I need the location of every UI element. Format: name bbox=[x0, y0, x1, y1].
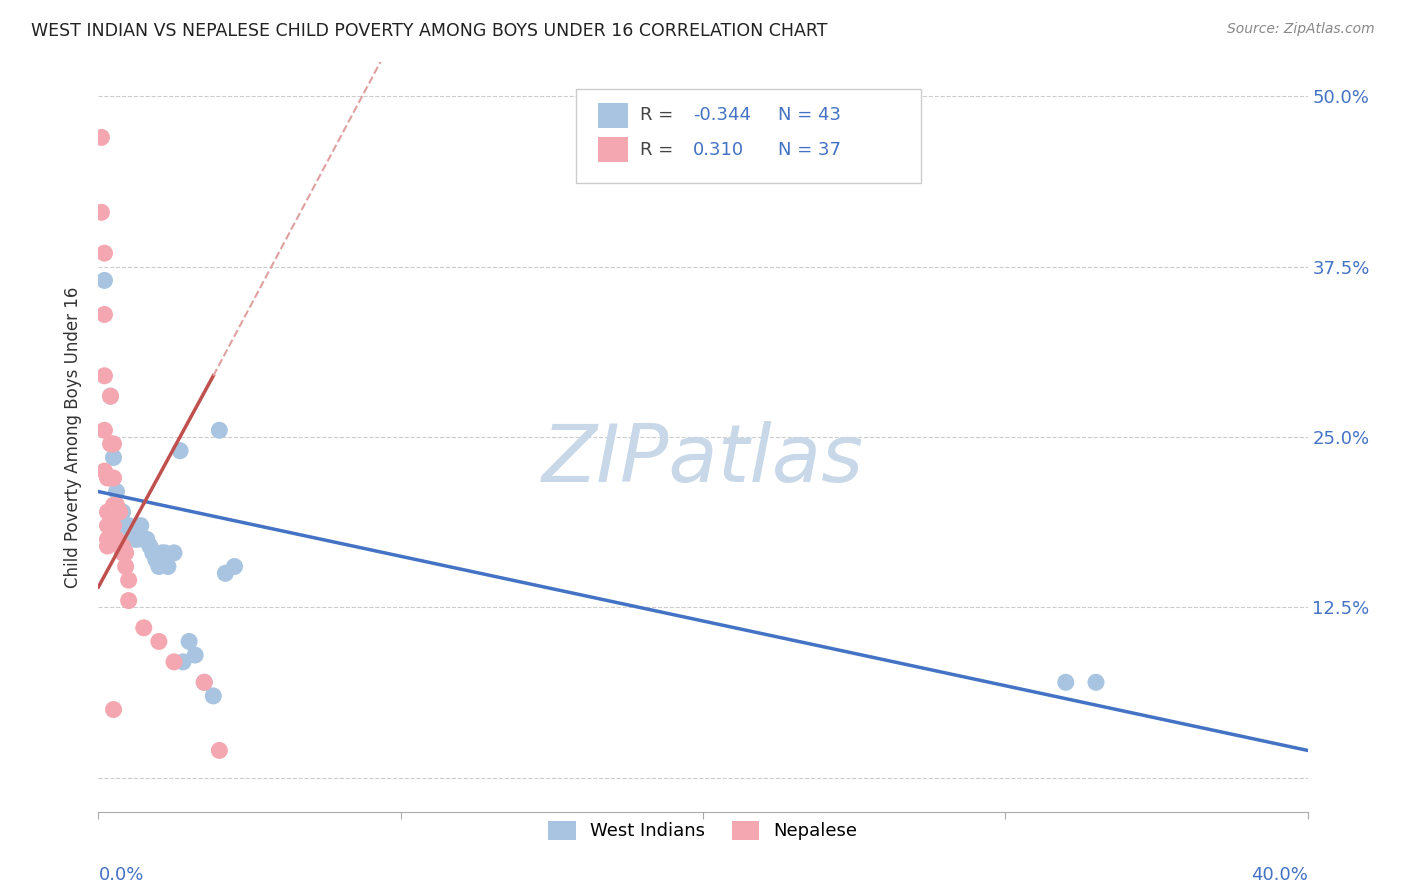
Point bbox=[124, 533, 146, 547]
Point bbox=[148, 559, 170, 574]
Point bbox=[118, 573, 141, 587]
Point bbox=[100, 505, 122, 519]
Point bbox=[118, 593, 141, 607]
Y-axis label: Child Poverty Among Boys Under 16: Child Poverty Among Boys Under 16 bbox=[65, 286, 83, 588]
Point bbox=[163, 546, 186, 560]
Text: Source: ZipAtlas.com: Source: ZipAtlas.com bbox=[1227, 22, 1375, 37]
Point bbox=[150, 546, 173, 560]
Point bbox=[93, 308, 115, 322]
Point bbox=[193, 675, 215, 690]
Text: ZIPatlas: ZIPatlas bbox=[541, 420, 865, 499]
Point bbox=[148, 634, 170, 648]
Point bbox=[103, 450, 125, 465]
Text: R =: R = bbox=[640, 106, 673, 124]
Point bbox=[145, 552, 167, 566]
Point bbox=[135, 533, 157, 547]
Text: 0.310: 0.310 bbox=[693, 141, 744, 159]
Point bbox=[224, 559, 246, 574]
Point bbox=[105, 505, 128, 519]
Point bbox=[93, 273, 115, 287]
Point bbox=[129, 518, 152, 533]
Point bbox=[111, 546, 134, 560]
Point bbox=[93, 368, 115, 383]
Point bbox=[100, 437, 122, 451]
Point bbox=[132, 621, 155, 635]
Point bbox=[114, 559, 136, 574]
Point bbox=[90, 130, 112, 145]
Text: R =: R = bbox=[640, 141, 673, 159]
Text: -0.344: -0.344 bbox=[693, 106, 751, 124]
Point bbox=[90, 205, 112, 219]
Point bbox=[142, 546, 165, 560]
Point bbox=[184, 648, 207, 662]
Text: N = 43: N = 43 bbox=[778, 106, 841, 124]
Point bbox=[208, 743, 231, 757]
Point bbox=[103, 437, 125, 451]
Point bbox=[93, 423, 115, 437]
Point bbox=[100, 389, 122, 403]
Point bbox=[1085, 675, 1108, 690]
Point bbox=[100, 471, 122, 485]
Point bbox=[179, 634, 201, 648]
Point bbox=[96, 539, 118, 553]
Point bbox=[153, 546, 176, 560]
Point bbox=[108, 539, 131, 553]
Point bbox=[96, 505, 118, 519]
Point bbox=[100, 389, 122, 403]
Point bbox=[1054, 675, 1077, 690]
Point bbox=[208, 423, 231, 437]
Point bbox=[111, 539, 134, 553]
Legend: West Indians, Nepalese: West Indians, Nepalese bbox=[541, 814, 865, 847]
Text: 0.0%: 0.0% bbox=[98, 866, 143, 884]
Point bbox=[103, 505, 125, 519]
Point bbox=[111, 505, 134, 519]
Point bbox=[105, 533, 128, 547]
Point bbox=[96, 471, 118, 485]
Point bbox=[139, 539, 162, 553]
Point bbox=[114, 518, 136, 533]
Point bbox=[214, 566, 236, 581]
Point bbox=[202, 689, 225, 703]
Point bbox=[103, 702, 125, 716]
Point bbox=[105, 484, 128, 499]
Point bbox=[103, 471, 125, 485]
Text: WEST INDIAN VS NEPALESE CHILD POVERTY AMONG BOYS UNDER 16 CORRELATION CHART: WEST INDIAN VS NEPALESE CHILD POVERTY AM… bbox=[31, 22, 828, 40]
Point bbox=[132, 533, 155, 547]
Text: 40.0%: 40.0% bbox=[1251, 866, 1308, 884]
Point bbox=[103, 498, 125, 512]
Point bbox=[118, 518, 141, 533]
Point bbox=[172, 655, 194, 669]
Text: N = 37: N = 37 bbox=[778, 141, 841, 159]
Point bbox=[114, 546, 136, 560]
Point bbox=[163, 655, 186, 669]
Point bbox=[169, 443, 191, 458]
Point bbox=[93, 246, 115, 260]
Point bbox=[121, 525, 143, 540]
Point bbox=[108, 512, 131, 526]
Point bbox=[93, 464, 115, 478]
Point bbox=[193, 675, 215, 690]
Point bbox=[96, 518, 118, 533]
Point bbox=[156, 559, 179, 574]
Point bbox=[108, 505, 131, 519]
Point bbox=[127, 533, 149, 547]
Point bbox=[105, 498, 128, 512]
Point bbox=[96, 533, 118, 547]
Point bbox=[103, 518, 125, 533]
